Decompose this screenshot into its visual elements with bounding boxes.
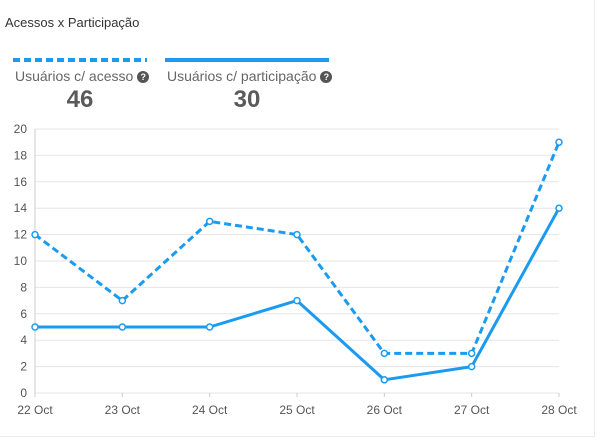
y-tick-label: 0 [20,386,27,400]
data-point [31,323,39,331]
legend-solid-line [165,58,329,62]
data-point [205,217,214,226]
data-point [555,138,563,146]
y-tick-label: 12 [14,228,28,242]
data-point [205,323,214,331]
x-tick-label: 23 Oct [105,403,141,417]
data-point [293,230,301,239]
y-tick-label: 20 [14,122,28,136]
legend-value-acesso: 46 [66,86,94,113]
y-tick-label: 16 [14,175,28,189]
x-tick-label: 27 Oct [454,403,490,417]
y-tick-label: 2 [20,360,27,374]
help-icon[interactable]: ? [137,71,150,83]
data-point [380,376,389,384]
data-point [467,362,476,371]
x-tick-label: 26 Oct [367,403,403,417]
x-tick-label: 28 Oct [541,403,577,417]
data-point [118,323,127,331]
y-tick-label: 18 [14,148,28,162]
series-line-acesso [34,141,561,355]
legend-value-participacao: 30 [233,86,261,113]
data-point [555,204,563,212]
y-tick-label: 14 [14,201,28,215]
data-point [118,296,127,305]
data-point [467,349,476,358]
data-point [31,230,39,239]
data-point [380,349,389,358]
x-tick-label: 25 Oct [279,403,315,417]
y-tick-label: 8 [20,280,27,294]
legend-label-acesso: Usuários c/ acesso [15,68,134,84]
chart-panel: Acessos x Participação Usuários c/ acess… [0,0,595,437]
legend-dashed-line [13,58,147,62]
chart-title: Acessos x Participação [5,15,140,30]
help-icon[interactable]: ? [320,71,333,83]
y-tick-label: 4 [20,333,27,347]
y-tick-label: 6 [20,307,27,321]
data-point [293,296,301,305]
legend-label-participacao: Usuários c/ participação [167,68,317,84]
y-tick-label: 10 [14,254,28,268]
x-tick-label: 22 Oct [17,403,53,417]
x-tick-label: 24 Oct [192,403,228,417]
